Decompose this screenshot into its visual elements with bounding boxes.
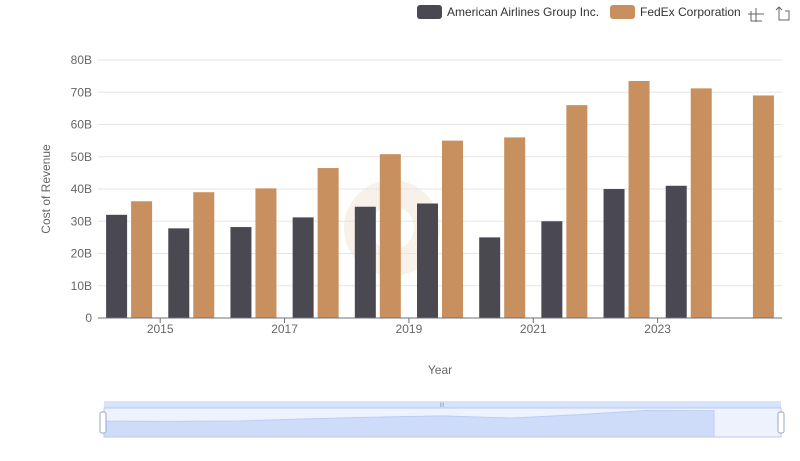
legend-swatch [417,5,442,19]
bar-american-airlines-2015[interactable] [168,228,190,318]
bar-fedex-2018[interactable] [379,154,401,318]
x-tick-label: 2021 [520,322,547,336]
bar-fedex-2019[interactable] [442,140,463,318]
y-tick-label: 30B [71,214,92,228]
y-tick-label: 80B [71,53,92,67]
legend-item-american-airlines[interactable]: American Airlines Group Inc. [417,5,599,19]
legend-label: American Airlines Group Inc. [447,5,599,19]
bar-american-airlines-2023[interactable] [665,185,687,318]
y-tick-label: 40B [71,182,92,196]
axes: 0 10B 20B 30B 40B 50B 60B 70B 80B 2015 2017 2019 202… [71,53,782,336]
data-zoom-preview-area [103,409,715,438]
x-axis-title: Year [428,363,452,377]
data-zoom-top-bar[interactable] [104,401,781,408]
bars [106,80,774,319]
bar-fedex-2023[interactable] [690,88,712,318]
data-zoom-selection[interactable] [103,407,782,438]
bar-american-airlines-2018[interactable] [354,206,376,318]
legend-label: FedEx Corporation [640,5,741,19]
zoom-icon[interactable] [748,8,764,22]
y-tick-label: 20B [71,247,92,261]
bar-fedex-2022[interactable] [628,80,650,319]
y-tick-label: 60B [71,118,92,132]
bar-fedex-2021[interactable] [566,105,588,319]
bar-american-airlines-2019[interactable] [417,203,438,318]
bar-fedex-2024[interactable] [752,95,774,318]
bar-american-airlines-2020[interactable] [479,237,501,318]
y-tick-label: 0 [85,311,92,325]
bar-fedex-2017[interactable] [317,168,339,318]
bar-american-airlines-2022[interactable] [603,189,625,318]
x-tick-label: 2017 [271,322,298,336]
legend-item-fedex[interactable]: FedEx Corporation [610,5,741,19]
zoom-reset-icon[interactable] [775,6,790,21]
x-tick-label: 2023 [644,322,671,336]
bar-american-airlines-2016[interactable] [230,227,252,318]
y-tick-label: 70B [71,85,92,99]
data-zoom-grip: III [439,403,444,409]
bar-fedex-2015[interactable] [193,192,215,318]
bar-american-airlines-2017[interactable] [292,217,314,318]
data-zoom-slider[interactable]: III [99,401,785,438]
y-tick-label: 10B [71,279,92,293]
bar-fedex-2014[interactable] [131,201,153,318]
x-tick-label: 2019 [396,322,423,336]
data-zoom-right-handle[interactable] [777,411,785,434]
bar-fedex-2016[interactable] [255,188,277,318]
y-axis-title: Cost of Revenue [39,144,53,234]
legend: American Airlines Group Inc. FedEx Corpo… [417,5,741,19]
x-tick-label: 2015 [147,322,174,336]
data-zoom-left-handle[interactable] [99,411,107,434]
bar-american-airlines-2021[interactable] [541,221,563,318]
bar-fedex-2020[interactable] [504,137,526,318]
legend-swatch [610,5,635,19]
y-tick-label: 50B [71,150,92,164]
bar-american-airlines-2014[interactable] [106,214,128,318]
